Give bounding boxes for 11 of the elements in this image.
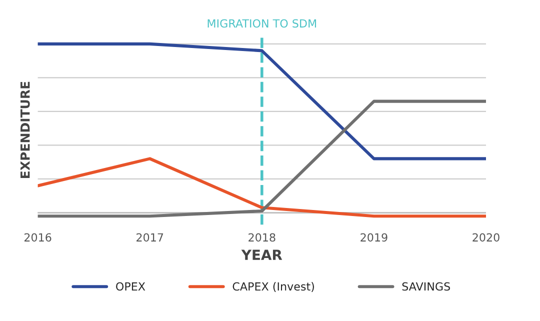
x-tick-label: 2017 (136, 233, 164, 242)
x-tick-label: 2020 (472, 233, 500, 242)
y-axis-title: EXPENDITURE (20, 82, 30, 178)
legend-label: CAPEX (Invest) (232, 282, 314, 292)
legend-label: OPEX (116, 282, 146, 291)
ref-line-label: MIGRATION TO SDM (208, 19, 316, 28)
x-tick-label: 2016 (24, 233, 52, 242)
x-tick-label: 2018 (248, 233, 276, 242)
x-axis-title: YEAR (241, 250, 282, 260)
legend-label: SAVINGS (402, 282, 450, 291)
x-tick-label: 2019 (360, 233, 388, 242)
